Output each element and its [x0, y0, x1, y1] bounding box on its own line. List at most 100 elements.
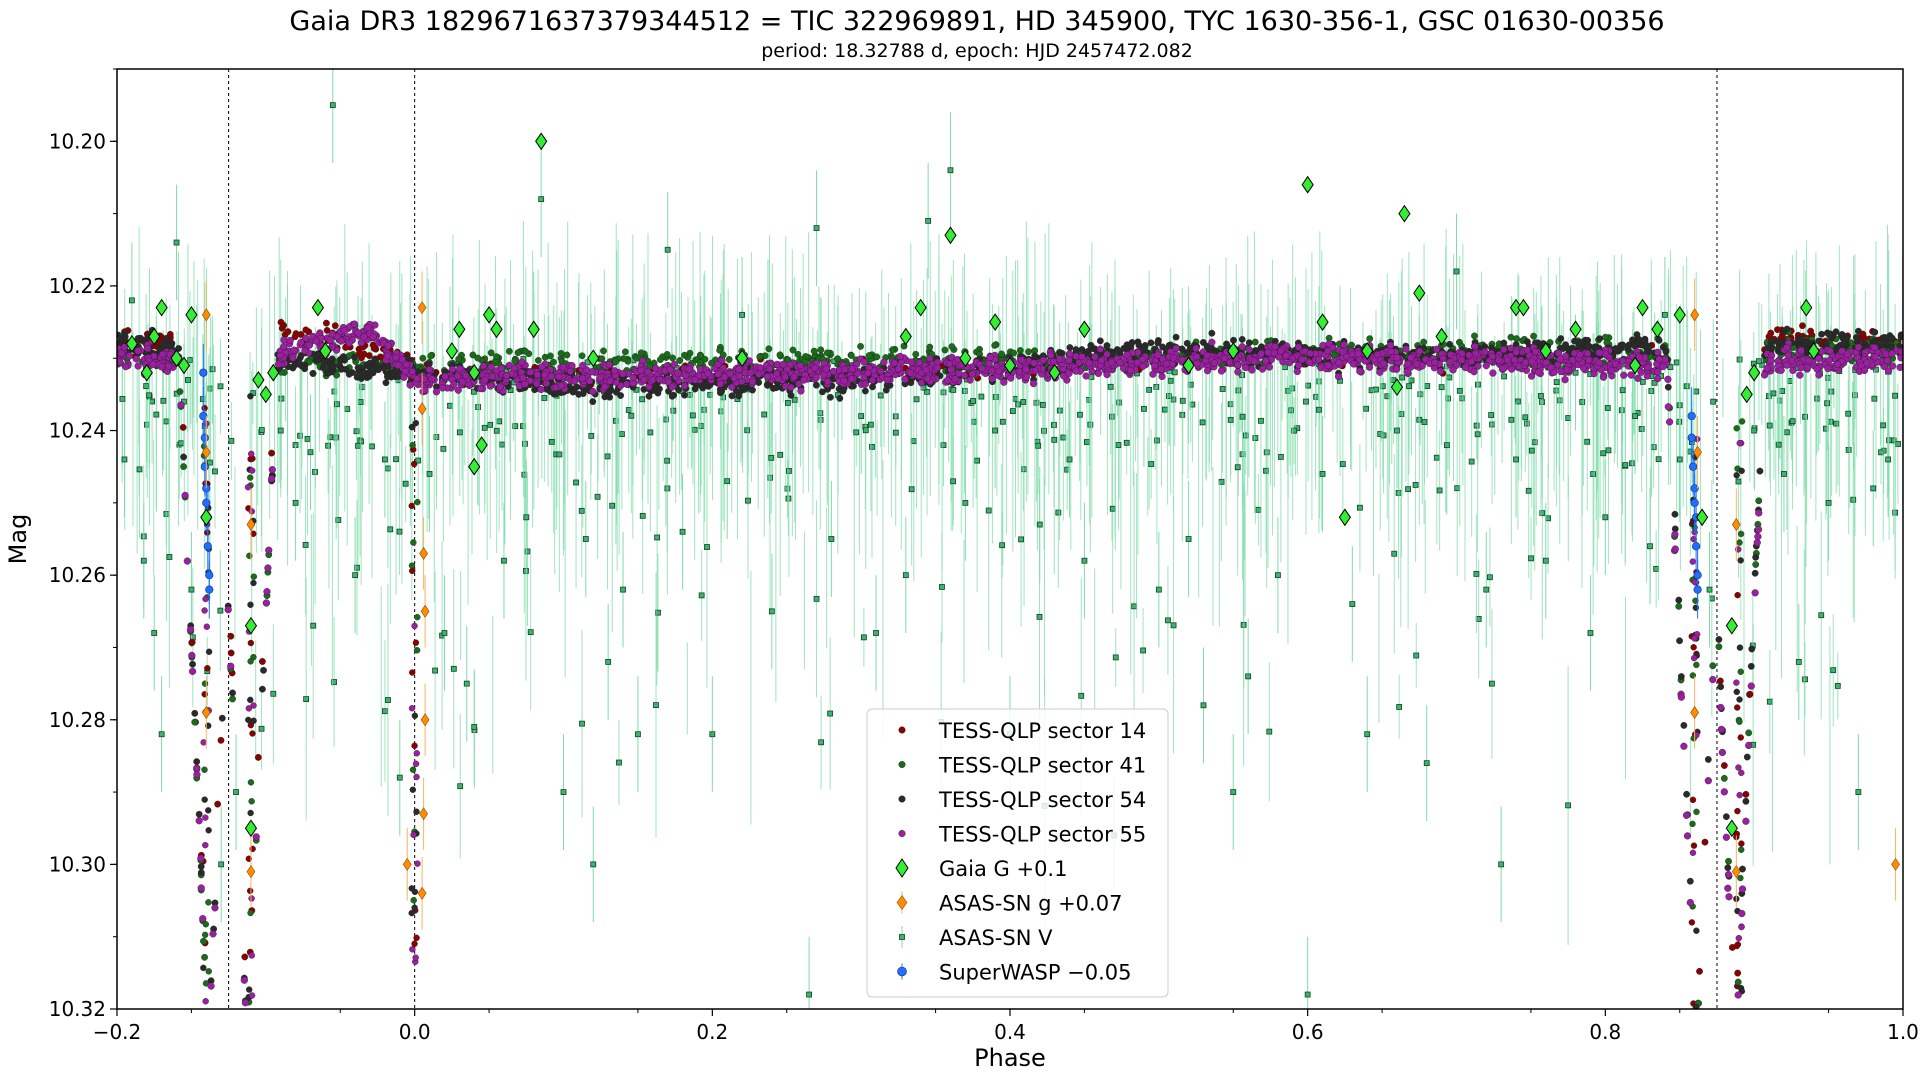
data-point [353, 428, 360, 435]
data-point [1734, 807, 1741, 815]
data-point [600, 347, 607, 355]
data-point [329, 362, 337, 370]
data-point [1527, 372, 1536, 380]
data-point [1405, 486, 1412, 493]
data-point [817, 410, 824, 417]
data-point [1676, 456, 1683, 463]
data-point [487, 421, 494, 428]
data-point [189, 660, 196, 668]
data-point [227, 662, 235, 670]
data-point [1871, 328, 1879, 336]
data-point [698, 423, 705, 429]
data-point [563, 351, 571, 359]
data-point [1500, 339, 1508, 347]
data-point [1339, 461, 1346, 467]
data-point [1021, 466, 1027, 473]
data-point [1423, 760, 1430, 767]
data-point [201, 680, 209, 687]
data-point [447, 402, 453, 409]
data-point [297, 331, 305, 338]
data-point [205, 827, 212, 834]
data-point [637, 349, 645, 357]
data-point [1735, 478, 1742, 485]
data-point [1366, 335, 1374, 343]
data-point [985, 507, 992, 514]
data-point [1845, 410, 1852, 417]
data-point [358, 438, 365, 445]
data-point [948, 343, 956, 351]
data-point [246, 474, 254, 481]
data-point [1579, 399, 1586, 405]
data-point [1709, 662, 1717, 670]
data-point [1747, 662, 1755, 670]
data-point [853, 429, 860, 436]
data-point [1725, 857, 1732, 865]
data-point [1380, 432, 1387, 439]
data-point [1738, 840, 1745, 847]
data-point [411, 888, 419, 896]
data-point [241, 953, 249, 961]
data-point [557, 349, 565, 357]
data-point [786, 468, 792, 474]
data-point [180, 453, 187, 461]
data-point [1645, 342, 1653, 350]
data-point [689, 412, 696, 419]
data-point [413, 808, 420, 815]
data-point [1814, 395, 1821, 402]
data-point [1775, 441, 1782, 448]
data-point [868, 421, 874, 428]
data-point [1399, 374, 1406, 381]
data-point [1768, 337, 1776, 345]
data-point [1717, 683, 1725, 691]
data-point [1689, 820, 1696, 828]
data-point [217, 383, 224, 390]
data-point [1738, 418, 1746, 425]
data-point [749, 386, 756, 394]
data-point [414, 613, 421, 621]
data-point [1815, 337, 1823, 345]
data-point [303, 696, 310, 702]
data-point [1223, 340, 1230, 348]
data-point [1433, 345, 1441, 353]
data-point [1148, 461, 1155, 467]
data-point [1779, 388, 1786, 394]
data-point [1680, 721, 1688, 729]
data-point [280, 336, 288, 344]
data-point [653, 702, 659, 709]
data-point [970, 398, 976, 404]
data-point [1661, 311, 1668, 318]
data-point [205, 807, 212, 814]
data-point [696, 359, 704, 366]
data-point [817, 346, 825, 354]
data-point [578, 352, 586, 360]
data-point [728, 392, 736, 400]
data-point [861, 387, 869, 395]
data-point [1545, 515, 1551, 522]
data-point [1751, 427, 1758, 434]
data-point [1066, 456, 1073, 463]
data-point [806, 991, 812, 998]
data-point [354, 564, 360, 571]
data-point [1688, 919, 1696, 926]
data-point [371, 355, 379, 363]
data-point [173, 239, 180, 246]
data-point [1192, 344, 1200, 353]
data-point [889, 346, 896, 354]
data-point [258, 725, 265, 732]
data-point [604, 453, 611, 460]
data-point [323, 326, 331, 334]
data-point [768, 608, 775, 615]
data-point [1733, 688, 1740, 696]
data-point [369, 443, 375, 450]
data-point [1087, 421, 1094, 428]
data-point [1340, 341, 1348, 349]
data-point [877, 392, 884, 399]
data-point [1834, 683, 1841, 689]
data-point [926, 343, 934, 351]
data-point [413, 934, 420, 942]
data-point [939, 584, 945, 590]
data-point [250, 579, 257, 587]
data-point [511, 357, 519, 365]
data-point [1632, 413, 1638, 419]
data-point [1475, 616, 1482, 622]
